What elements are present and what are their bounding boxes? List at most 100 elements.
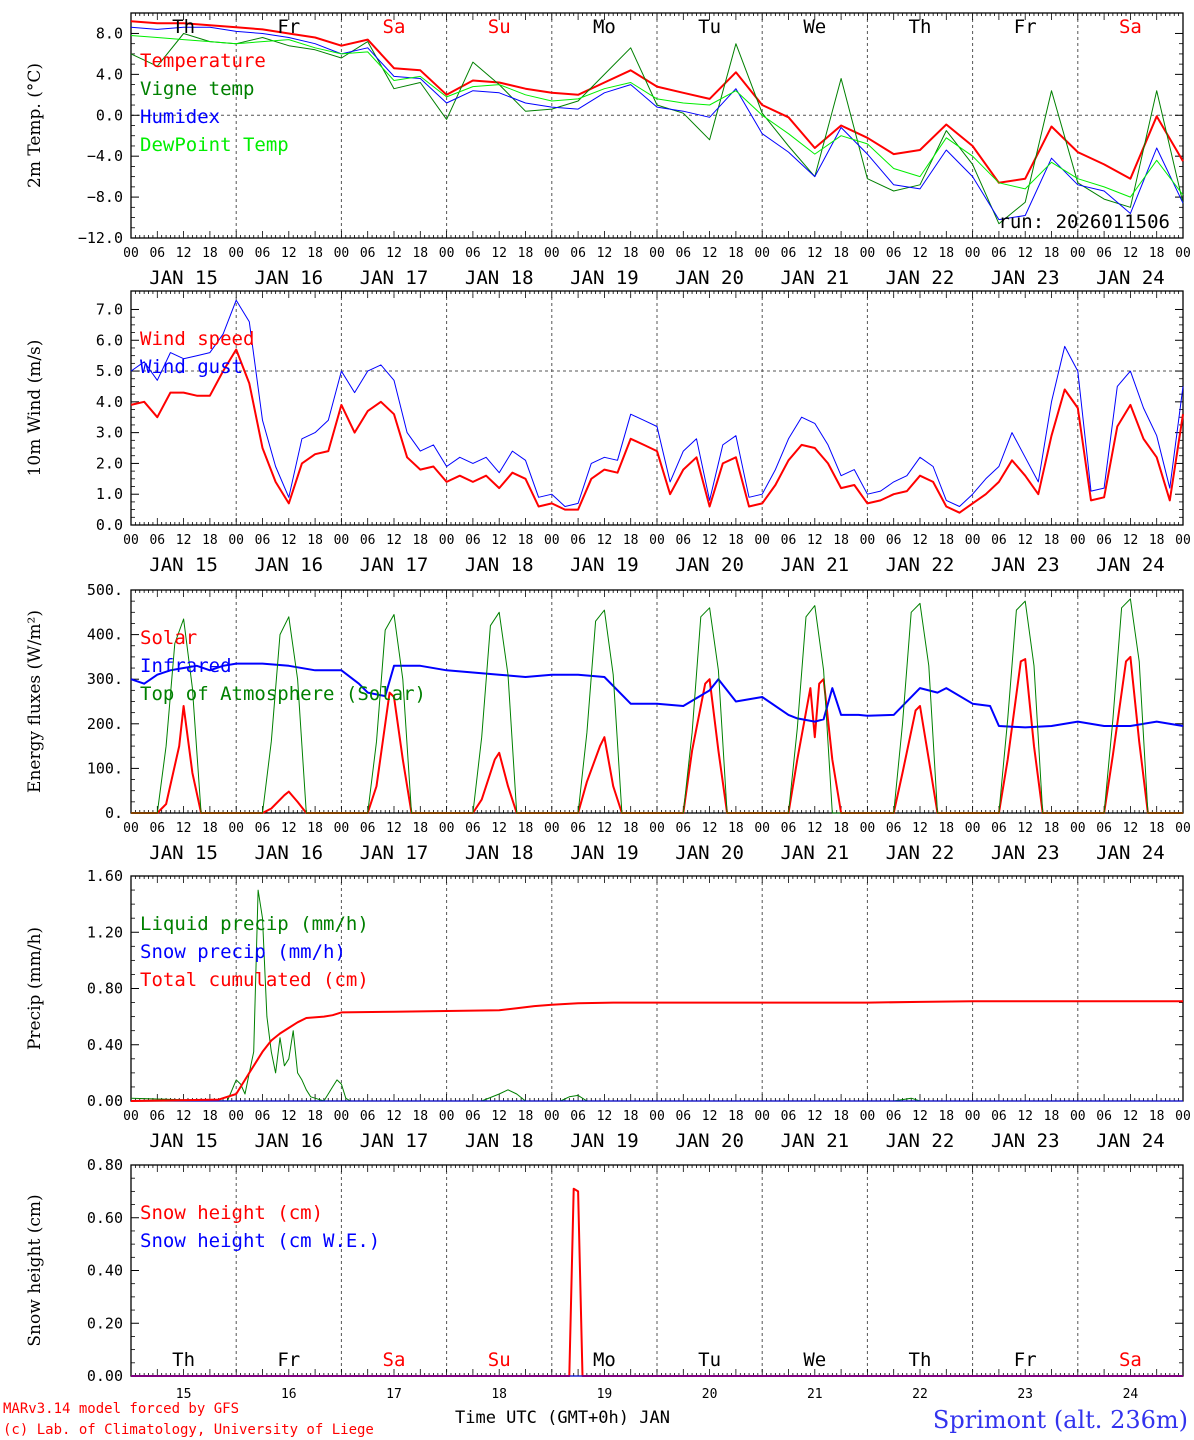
y-tick-label: 8.0	[96, 24, 123, 42]
hour-tick-label: 12	[1123, 246, 1139, 261]
legend-entry: Temperature	[140, 50, 266, 72]
hour-tick-label: 00	[1175, 246, 1191, 261]
date-label: JAN 15	[149, 554, 218, 576]
hour-tick-label: 12	[1123, 533, 1139, 548]
date-label: JAN 20	[675, 842, 744, 864]
hour-tick-label: 12	[281, 246, 297, 261]
hour-tick-label: 06	[991, 821, 1007, 836]
date-label: JAN 18	[465, 267, 534, 289]
hour-tick-label: 00	[1175, 1109, 1191, 1124]
date-label: JAN 21	[780, 267, 849, 289]
series-line-vigne-temp	[130, 33, 1184, 225]
hour-tick-label: 12	[1123, 821, 1139, 836]
day-number-label: 18	[491, 1387, 507, 1402]
weekday-label-top: Sa	[1119, 16, 1142, 38]
hour-tick-label: 06	[149, 246, 165, 261]
weekday-label-bottom: Th	[909, 1349, 932, 1371]
weekday-label-top: Fr	[277, 16, 300, 38]
date-label: JAN 22	[886, 554, 955, 576]
y-tick-label: 0.80	[87, 1156, 123, 1174]
y-tick-label: 0.0	[96, 106, 123, 124]
weekday-label-bottom: Su	[488, 1349, 511, 1371]
y-tick-label: 400.	[87, 626, 123, 644]
y-axis-label: Snow height (cm)	[25, 1194, 45, 1346]
hour-tick-label: 12	[281, 533, 297, 548]
date-label: JAN 15	[149, 267, 218, 289]
hour-tick-label: 00	[123, 533, 139, 548]
date-label: JAN 15	[149, 1130, 218, 1152]
run-label: run: 2026011506	[998, 211, 1170, 233]
hour-tick-label: 18	[833, 246, 849, 261]
date-label: JAN 17	[360, 554, 429, 576]
y-tick-label: 300.	[87, 670, 123, 688]
weekday-label-top: Th	[172, 16, 195, 38]
hour-tick-label: 18	[412, 533, 428, 548]
weekday-label-top: Sa	[383, 16, 406, 38]
hour-tick-label: 06	[1096, 533, 1112, 548]
day-number-label: 23	[1017, 1387, 1033, 1402]
y-tick-label: 1.60	[87, 867, 123, 885]
date-label: JAN 21	[780, 554, 849, 576]
hour-tick-label: 06	[675, 246, 691, 261]
date-label: JAN 21	[780, 842, 849, 864]
hour-tick-label: 00	[965, 821, 981, 836]
hour-tick-label: 06	[675, 1109, 691, 1124]
hour-tick-label: 18	[728, 533, 744, 548]
y-tick-label: 200.	[87, 715, 123, 733]
weekday-label-bottom: Mo	[593, 1349, 616, 1371]
day-number-label: 20	[702, 1387, 718, 1402]
weekday-label-bottom: Sa	[1119, 1349, 1142, 1371]
hour-tick-label: 18	[833, 533, 849, 548]
hour-tick-label: 18	[728, 821, 744, 836]
hour-tick-label: 00	[649, 246, 665, 261]
panel-precip: 0.00 0.40 0.80 1.20 1.60 Precip (mm/h) Liquid …	[25, 867, 1191, 1152]
hour-tick-label: 12	[1017, 533, 1033, 548]
series-line-dewpoint-temp	[130, 35, 1184, 198]
series-line-top-of-atmosphere-solar	[131, 598, 1183, 814]
hour-tick-label: 12	[491, 246, 507, 261]
date-label: JAN 24	[1096, 842, 1165, 864]
date-label: JAN 18	[465, 1130, 534, 1152]
hour-tick-label: 18	[623, 1109, 639, 1124]
y-tick-label: 500.	[87, 581, 123, 599]
hour-tick-label: 00	[544, 533, 560, 548]
hour-tick-label: 00	[439, 821, 455, 836]
hour-tick-label: 06	[886, 246, 902, 261]
date-label: JAN 19	[570, 554, 639, 576]
hour-tick-label: 06	[360, 821, 376, 836]
y-axis-label: Energy fluxes (W/m²)	[25, 610, 45, 793]
hour-tick-label: 12	[176, 246, 192, 261]
hour-tick-label: 12	[597, 246, 613, 261]
series-line-wind-speed	[130, 348, 1184, 514]
location-title: Sprimont (alt. 236m)	[933, 1406, 1188, 1434]
hour-tick-label: 12	[702, 533, 718, 548]
hour-tick-label: 06	[781, 246, 797, 261]
hour-tick-label: 00	[860, 1109, 876, 1124]
hour-tick-label: 06	[886, 533, 902, 548]
y-axis-label: 2m Temp. (°C)	[25, 63, 45, 188]
y-tick-label: 3.0	[96, 424, 123, 442]
hour-tick-label: 06	[149, 533, 165, 548]
hour-tick-label: 06	[675, 821, 691, 836]
series-line-liquid-precip-mm-h	[130, 889, 1183, 1102]
hour-tick-label: 18	[833, 1109, 849, 1124]
date-label: JAN 21	[780, 1130, 849, 1152]
legend-entry: Snow height (cm)	[140, 1202, 323, 1224]
hour-tick-label: 12	[702, 246, 718, 261]
date-label: JAN 18	[465, 554, 534, 576]
day-number-label: 21	[807, 1387, 823, 1402]
hour-tick-label: 18	[728, 1109, 744, 1124]
hour-tick-label: 18	[202, 533, 218, 548]
hour-tick-label: 00	[228, 1109, 244, 1124]
hour-tick-label: 18	[1044, 533, 1060, 548]
hour-tick-label: 00	[754, 821, 770, 836]
y-tick-label: 0.00	[87, 1092, 123, 1110]
date-label: JAN 20	[675, 554, 744, 576]
date-label: JAN 24	[1096, 1130, 1165, 1152]
y-tick-label: −4.0	[87, 147, 123, 165]
hour-tick-label: 12	[597, 1109, 613, 1124]
hour-tick-label: 06	[886, 1109, 902, 1124]
hour-tick-label: 00	[860, 821, 876, 836]
hour-tick-label: 06	[149, 821, 165, 836]
weekday-label-top: Th	[909, 16, 932, 38]
